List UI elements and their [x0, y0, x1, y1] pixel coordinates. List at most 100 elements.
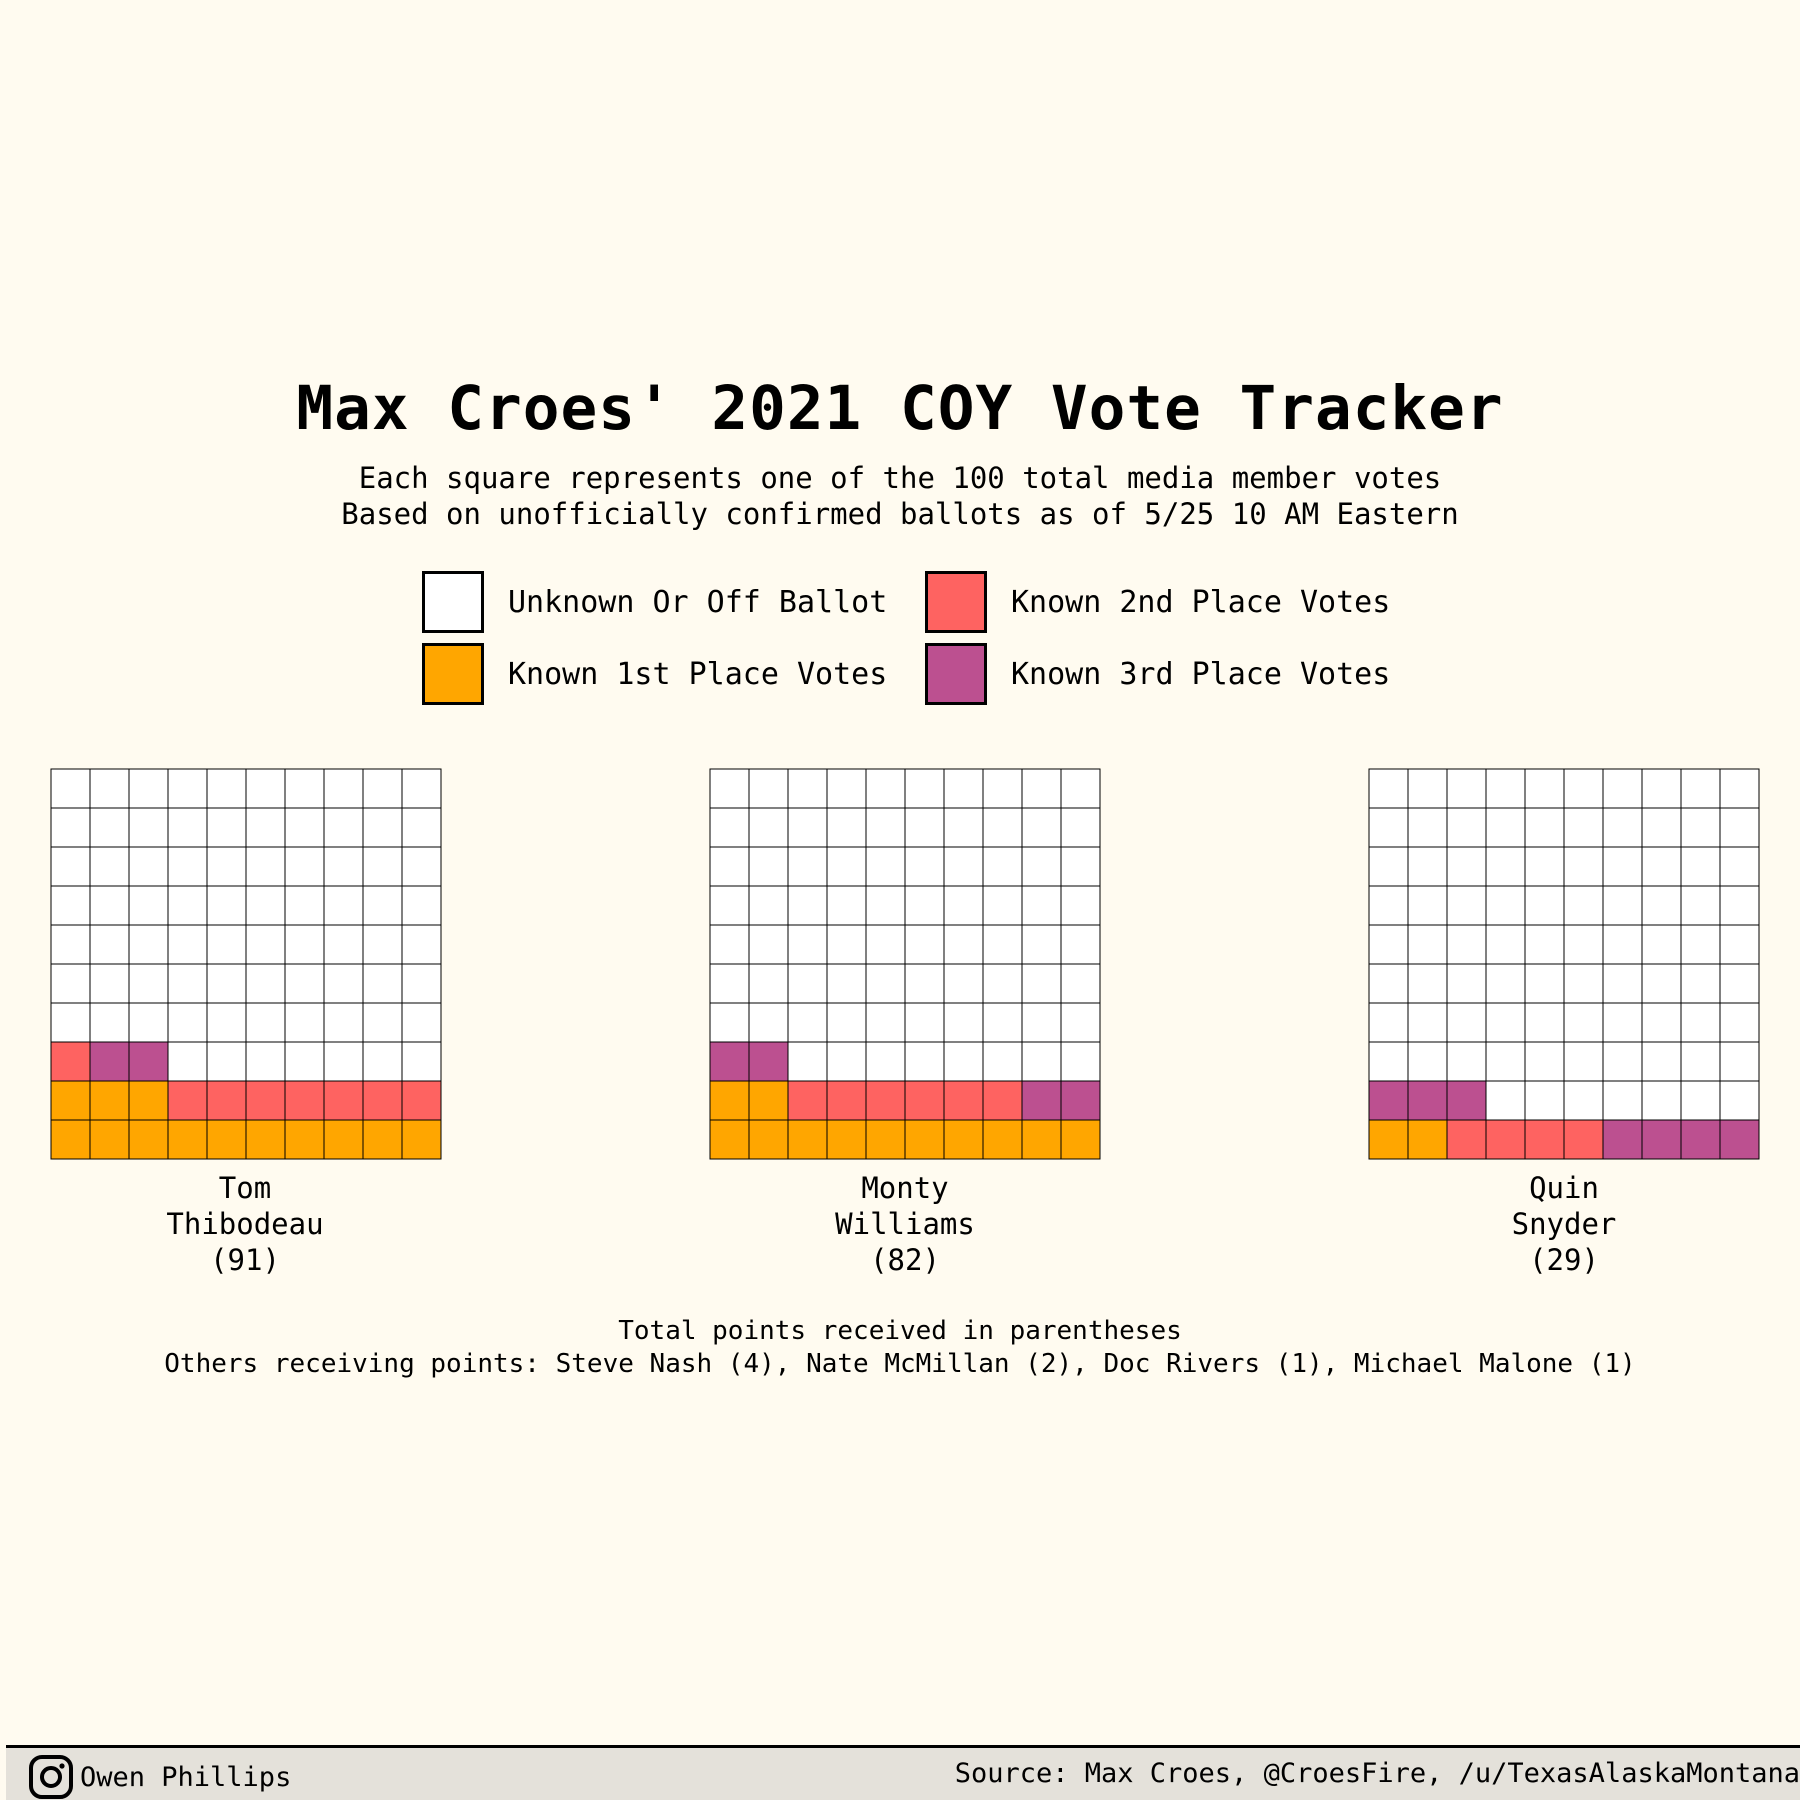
waffle-square-unknown	[167, 807, 208, 848]
waffle-square-unknown	[1446, 885, 1487, 926]
legend-item-unknown: Unknown Or Off Ballot	[422, 571, 887, 633]
waffle-square-unknown	[1060, 846, 1101, 887]
waffle-square-unknown	[1719, 807, 1760, 848]
waffle-square-unknown	[89, 807, 130, 848]
waffle-square-third	[1680, 1119, 1721, 1160]
waffle-square-unknown	[362, 1002, 403, 1043]
waffle-square-first	[128, 1119, 169, 1160]
waffle-square-unknown	[1446, 1002, 1487, 1043]
waffle-square-unknown	[826, 1041, 867, 1082]
waffle-square-unknown	[709, 846, 750, 887]
waffle-square-unknown	[1563, 846, 1604, 887]
waffle-square-unknown	[1563, 924, 1604, 965]
waffle-square-first	[748, 1119, 789, 1160]
waffle-square-unknown	[1446, 1041, 1487, 1082]
waffle-square-unknown	[1680, 768, 1721, 809]
waffle-square-unknown	[826, 885, 867, 926]
waffle-square-first	[206, 1119, 247, 1160]
waffle-square-unknown	[167, 924, 208, 965]
coach-last-name: Thibodeau	[166, 1207, 324, 1241]
waffle-square-unknown	[1446, 924, 1487, 965]
chart-subtitle: Each square represents one of the 100 to…	[0, 460, 1800, 532]
waffle-square-unknown	[1719, 924, 1760, 965]
waffle-square-unknown	[323, 885, 364, 926]
waffle-square-second	[362, 1080, 403, 1121]
waffle-square-third	[1368, 1080, 1409, 1121]
waffle-square-unknown	[1060, 924, 1101, 965]
waffle-square-unknown	[323, 807, 364, 848]
waffle-grid	[709, 768, 1101, 1160]
waffle-square-unknown	[1602, 963, 1643, 1004]
waffle-square-unknown	[1602, 1041, 1643, 1082]
waffle-square-unknown	[206, 846, 247, 887]
waffle-square-unknown	[1021, 885, 1062, 926]
waffle-square-unknown	[50, 963, 91, 1004]
waffle-square-unknown	[50, 768, 91, 809]
waffle-square-unknown	[1060, 963, 1101, 1004]
waffle-square-unknown	[167, 768, 208, 809]
waffle-square-unknown	[206, 768, 247, 809]
waffle-square-unknown	[1524, 963, 1565, 1004]
legend-item-second: Known 2nd Place Votes	[925, 571, 1390, 633]
author-name: Owen Phillips	[80, 1761, 292, 1793]
waffle-square-unknown	[206, 1002, 247, 1043]
legend-swatch-second	[925, 571, 987, 633]
waffle-square-unknown	[167, 1002, 208, 1043]
waffle-square-unknown	[89, 846, 130, 887]
waffle-square-unknown	[1446, 768, 1487, 809]
waffle-square-unknown	[865, 807, 906, 848]
waffle-square-unknown	[245, 807, 286, 848]
waffle-square-second	[826, 1080, 867, 1121]
waffle-square-second	[167, 1080, 208, 1121]
waffle-square-unknown	[323, 846, 364, 887]
waffle-square-unknown	[787, 924, 828, 965]
waffle-square-unknown	[1641, 846, 1682, 887]
waffle-square-second	[1485, 1119, 1526, 1160]
waffle-square-unknown	[1563, 807, 1604, 848]
waffle-square-unknown	[245, 1002, 286, 1043]
waffle-square-first	[748, 1080, 789, 1121]
waffle-grid	[1368, 768, 1760, 1160]
waffle-square-unknown	[1407, 768, 1448, 809]
waffle-square-unknown	[362, 1041, 403, 1082]
waffle-square-unknown	[1368, 885, 1409, 926]
waffle-square-unknown	[943, 924, 984, 965]
waffle-square-unknown	[1641, 1080, 1682, 1121]
waffle-square-unknown	[1485, 1002, 1526, 1043]
waffle-square-unknown	[1446, 963, 1487, 1004]
waffle-square-first	[826, 1119, 867, 1160]
waffle-square-unknown	[284, 1041, 325, 1082]
waffle-square-second	[245, 1080, 286, 1121]
waffle-square-unknown	[1485, 963, 1526, 1004]
waffle-square-unknown	[1563, 1080, 1604, 1121]
waffle-square-first	[904, 1119, 945, 1160]
waffle-square-unknown	[709, 807, 750, 848]
chart-title: Max Croes' 2021 COY Vote Tracker	[296, 373, 1504, 444]
waffle-square-unknown	[1368, 1002, 1409, 1043]
waffle-square-unknown	[1719, 1080, 1760, 1121]
waffle-square-unknown	[1719, 1002, 1760, 1043]
waffle-square-unknown	[1680, 846, 1721, 887]
waffle-square-unknown	[709, 924, 750, 965]
waffle-square-unknown	[865, 1041, 906, 1082]
waffle-square-first	[245, 1119, 286, 1160]
coach-last-name: Snyder	[1511, 1207, 1617, 1241]
legend-swatch-first	[422, 643, 484, 705]
waffle-grid	[50, 768, 442, 1160]
instagram-icon	[29, 1755, 73, 1799]
waffle-square-unknown	[1485, 807, 1526, 848]
waffle-square-unknown	[362, 963, 403, 1004]
waffle-square-unknown	[826, 768, 867, 809]
waffle-square-unknown	[1563, 885, 1604, 926]
footnote: Total points received in parentheses Oth…	[0, 1315, 1800, 1381]
waffle-square-unknown	[1680, 1041, 1721, 1082]
waffle-square-unknown	[1641, 924, 1682, 965]
waffle-square-unknown	[787, 1041, 828, 1082]
waffle-square-unknown	[982, 807, 1023, 848]
waffle-square-unknown	[1719, 1041, 1760, 1082]
waffle-square-unknown	[1060, 1002, 1101, 1043]
waffle-square-unknown	[1680, 807, 1721, 848]
coach-label-snyder: Quin Snyder (29)	[1369, 1170, 1759, 1278]
legend-label-third: Known 3rd Place Votes	[1011, 656, 1391, 692]
waffle-square-unknown	[787, 768, 828, 809]
